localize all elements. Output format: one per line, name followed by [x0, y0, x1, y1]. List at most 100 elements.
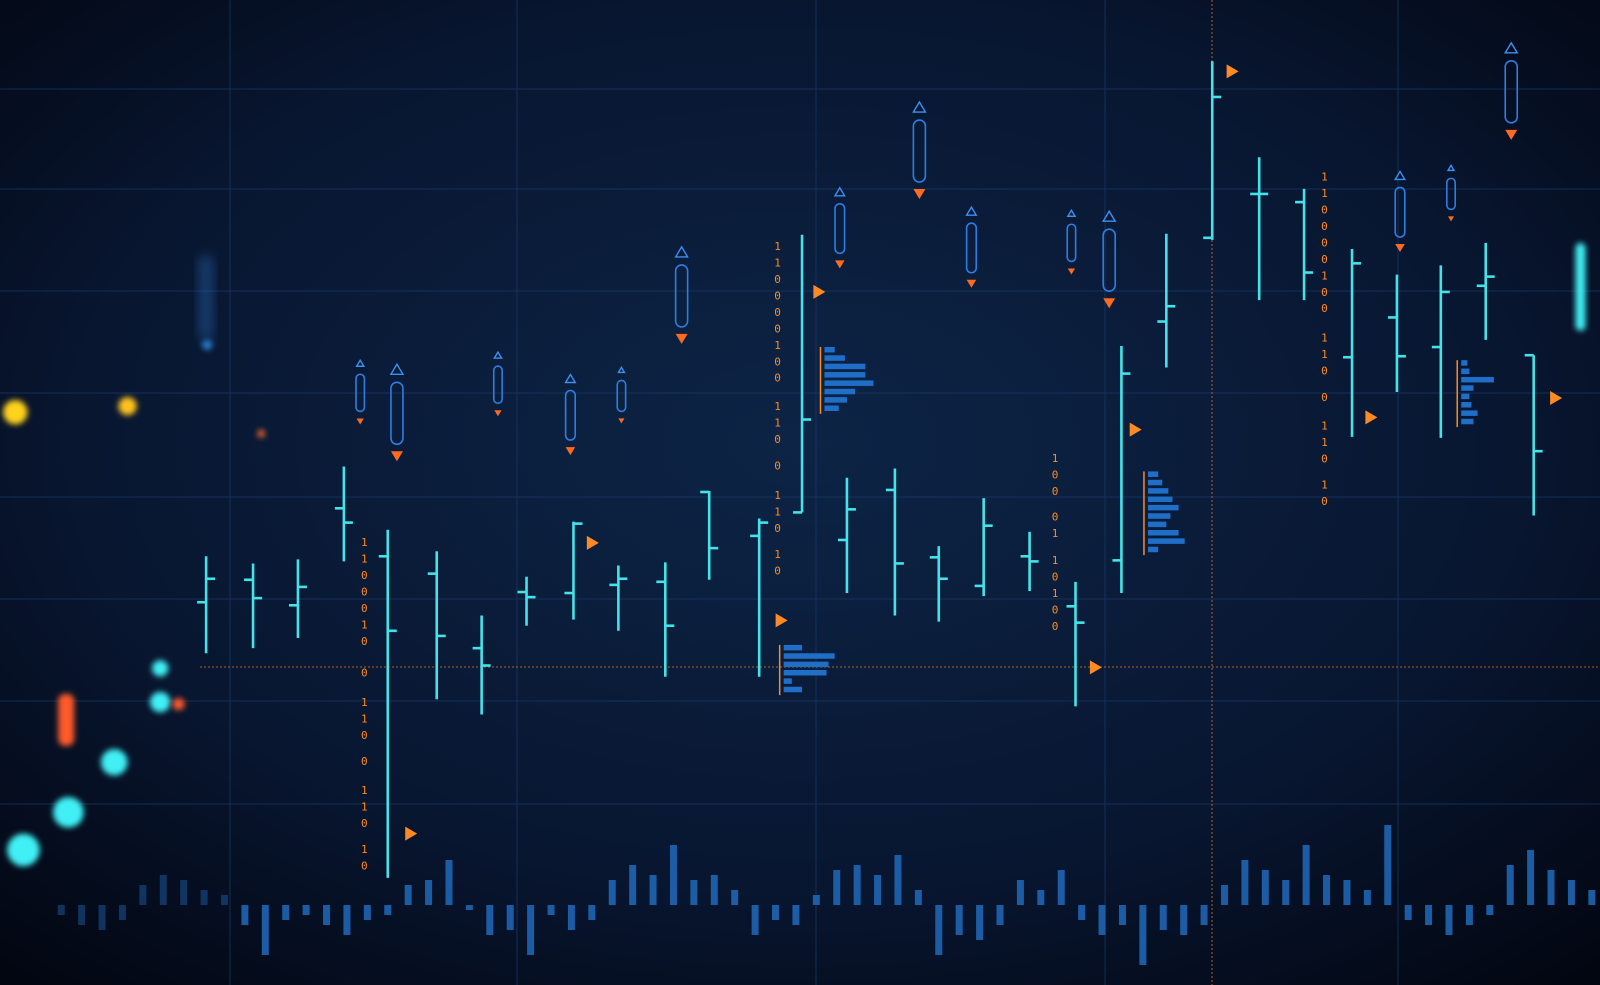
volume-bar [200, 890, 208, 905]
ohlc-bar [1295, 188, 1314, 301]
binary-digits: 100 [1049, 452, 1062, 502]
volume-bar [567, 905, 575, 930]
up-marker [389, 362, 405, 375]
binary-digits: 0 [771, 372, 784, 389]
capsule-marker [492, 365, 503, 405]
binary-digits: 10 [358, 843, 371, 876]
capsule-marker [965, 222, 978, 274]
volume-bar [261, 905, 269, 955]
bokeh-dot [7, 833, 40, 867]
ohlc-bar [288, 559, 307, 638]
capsule-marker [912, 119, 927, 183]
volume-bar [690, 880, 698, 905]
volume-bar [914, 890, 922, 905]
capsule-marker [1504, 60, 1519, 124]
binary-digits: 0 [1318, 391, 1331, 408]
bokeh-dot [101, 748, 128, 776]
volume-bar [935, 905, 943, 955]
ohlc-bar [1387, 274, 1406, 392]
ohlc-bar [517, 576, 536, 626]
binary-digits: 110 [358, 784, 371, 834]
ohlc-bar [700, 490, 719, 580]
ohlc-bar [837, 477, 856, 594]
bokeh-dot [53, 796, 84, 828]
up-marker [493, 350, 503, 359]
profile-bar [824, 397, 847, 403]
volume-bar [629, 865, 637, 905]
binary-digits: 110 [358, 696, 371, 746]
bokeh-dot [152, 660, 169, 677]
arrow-marker [1129, 422, 1142, 437]
volume-bar [404, 885, 412, 905]
profile-bar [783, 644, 803, 651]
profile-bar [1147, 538, 1185, 544]
down-marker [834, 260, 845, 269]
volume-bar [343, 905, 351, 935]
ohlc-bar [656, 562, 675, 677]
profile-bar [783, 653, 835, 659]
down-marker [565, 447, 576, 456]
capsule-marker [1066, 223, 1077, 263]
volume-bar [792, 905, 800, 925]
binary-digits: 1100010 [358, 536, 371, 652]
ohlc-bar [1431, 265, 1450, 438]
profile-bar [824, 405, 839, 412]
down-marker [390, 451, 403, 462]
capsule-marker [1394, 186, 1406, 238]
volume-bar [588, 905, 596, 920]
ohlc-bar [472, 615, 491, 715]
volume-bar [465, 905, 473, 910]
volume-bar [955, 905, 963, 935]
volume-bar [1547, 870, 1555, 905]
binary-digits: 0 [1318, 302, 1331, 319]
volume-bar [363, 905, 371, 920]
ohlc-bar [334, 466, 353, 562]
up-marker [1446, 164, 1456, 172]
ohlc-bar [378, 529, 397, 878]
ohlc-bar [1112, 346, 1131, 594]
capsule-marker [564, 389, 577, 441]
capsule-marker [1102, 228, 1116, 293]
profile-bar [1147, 471, 1159, 477]
volume-bar [1486, 905, 1494, 915]
down-marker [618, 418, 625, 424]
ohlc-bar [244, 563, 263, 649]
arrow-marker [1226, 64, 1239, 79]
volume-bar [976, 905, 984, 940]
arrow-marker [586, 535, 599, 550]
volume-bar [894, 855, 902, 905]
profile-bar [1461, 360, 1468, 366]
profile-bar [824, 388, 856, 395]
binary-digits: 10100 [1049, 554, 1062, 637]
ohlc-bar [1343, 249, 1362, 437]
bokeh-bar [200, 255, 212, 341]
up-marker [355, 358, 366, 367]
volume-bar [710, 875, 718, 905]
volume-bar [812, 895, 820, 905]
binary-digits: 10 [771, 548, 784, 581]
ohlc-bar [750, 518, 769, 677]
decorations [3, 41, 1586, 867]
profile-bar [1461, 402, 1472, 408]
volume-bar [180, 880, 188, 905]
volume-bar [1465, 905, 1473, 925]
down-marker [675, 333, 688, 344]
profile-bar [1147, 479, 1163, 486]
arrow-marker [775, 613, 788, 628]
volume-bar [57, 905, 65, 915]
volume-bar [159, 875, 167, 905]
volume-bar [241, 905, 249, 925]
volume-bar [547, 905, 555, 915]
ohlc-bar [885, 468, 904, 616]
capsule-marker [1446, 177, 1457, 211]
volume-bar [139, 885, 147, 905]
volume-bar [282, 905, 290, 920]
profile-bar [1461, 410, 1478, 416]
volume-bar [506, 905, 514, 930]
volume-bar [1016, 880, 1024, 905]
volume-bar [853, 865, 861, 905]
volume-bar [1404, 905, 1412, 920]
volume-bar [669, 845, 677, 905]
